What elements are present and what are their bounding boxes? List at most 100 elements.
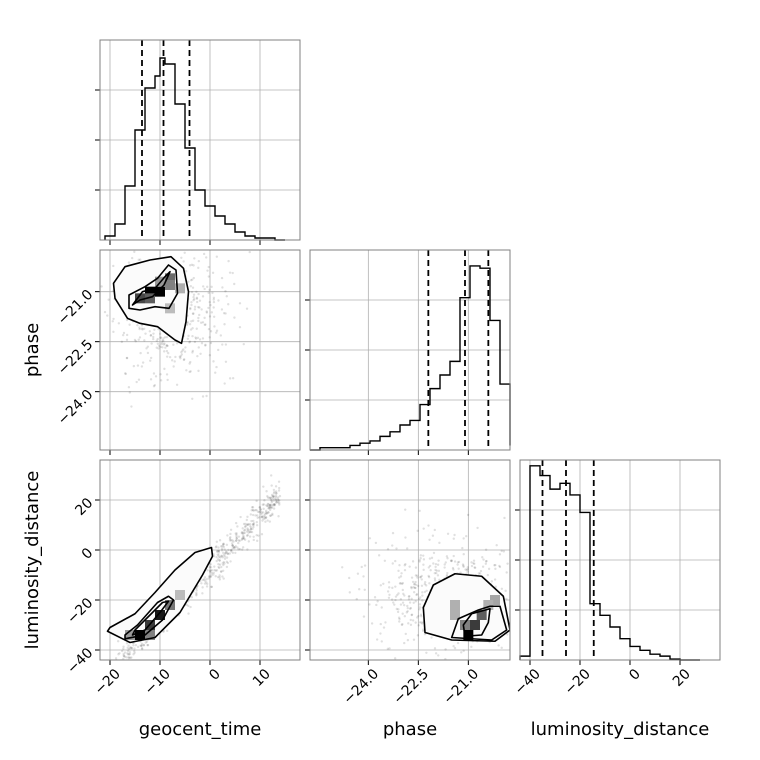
scatter-point	[264, 509, 268, 513]
scatter-point	[208, 569, 212, 573]
scatter-point	[406, 604, 409, 608]
scatter-point	[204, 343, 207, 347]
scatter-point	[400, 572, 403, 575]
scatter-point	[215, 329, 219, 332]
scatter-point	[277, 489, 281, 492]
scatter-point	[259, 508, 262, 511]
scatter-point	[450, 559, 453, 562]
scatter-point	[201, 285, 205, 288]
scatter-point	[127, 668, 129, 670]
scatter-point	[207, 265, 210, 269]
scatter-point	[122, 672, 124, 674]
scatter-point	[412, 638, 416, 641]
scatter-point	[238, 325, 242, 329]
scatter-point	[270, 506, 274, 509]
scatter-point	[162, 630, 165, 633]
scatter-point	[412, 586, 415, 589]
scatter-point	[163, 367, 166, 371]
scatter-point	[137, 378, 141, 381]
scatter-point	[485, 559, 488, 563]
scatter-point	[208, 575, 211, 578]
scatter-point	[224, 552, 227, 555]
panel-content	[100, 250, 251, 408]
scatter-point	[270, 484, 273, 487]
scatter-point	[251, 505, 255, 509]
scatter-point	[123, 651, 127, 654]
scatter-point	[193, 340, 197, 344]
scatter-point	[137, 258, 140, 262]
density-cell	[450, 610, 460, 620]
scatter-point	[397, 569, 400, 573]
scatter-point	[418, 603, 422, 606]
scatter-point	[254, 508, 257, 512]
scatter-point	[192, 264, 195, 267]
scatter-point	[470, 561, 473, 564]
scatter-point	[262, 507, 265, 511]
scatter-point	[257, 534, 260, 537]
scatter-point	[274, 494, 278, 497]
scatter-point	[179, 357, 182, 360]
scatter-point	[410, 613, 413, 617]
x-tick-label: −20	[92, 666, 124, 698]
scatter-point	[212, 315, 216, 318]
scatter-point	[218, 574, 221, 577]
scatter-point	[427, 574, 430, 578]
scatter-point	[133, 338, 137, 342]
scatter-point	[248, 522, 252, 526]
scatter-point	[210, 569, 214, 572]
scatter-point	[140, 327, 144, 330]
scatter-point	[456, 641, 460, 645]
scatter-point	[272, 488, 276, 492]
scatter-point	[494, 585, 497, 588]
scatter-point	[252, 538, 255, 542]
scatter-point	[220, 555, 223, 558]
scatter-point	[235, 536, 238, 540]
scatter-point	[495, 544, 498, 547]
scatter-point	[217, 565, 220, 569]
scatter-point	[218, 576, 221, 579]
marginal-panel-phase	[305, 249, 511, 455]
scatter-point	[152, 332, 155, 335]
scatter-point	[206, 285, 209, 289]
scatter-point	[409, 623, 413, 627]
scatter-point	[186, 322, 189, 325]
scatter-point	[216, 576, 220, 579]
scatter-point	[159, 379, 163, 382]
scatter-point	[265, 504, 268, 507]
scatter-point	[274, 485, 278, 488]
scatter-point	[498, 553, 502, 556]
scatter-point	[129, 646, 132, 649]
scatter-point	[423, 580, 427, 584]
scatter-point	[224, 360, 228, 363]
scatter-point	[209, 575, 213, 578]
scatter-point	[399, 598, 403, 601]
scatter-point	[233, 282, 236, 286]
scatter-point	[511, 595, 513, 597]
scatter-point	[401, 588, 404, 592]
scatter-point	[243, 531, 246, 535]
scatter-point	[415, 593, 419, 596]
scatter-point	[264, 516, 268, 519]
scatter-point	[226, 534, 229, 537]
scatter-point	[250, 519, 253, 523]
scatter-point	[452, 537, 455, 540]
scatter-point	[505, 597, 508, 601]
scatter-point	[164, 346, 167, 349]
scatter-point	[417, 597, 421, 601]
scatter-point	[130, 256, 134, 260]
scatter-point	[205, 578, 208, 581]
scatter-point	[189, 370, 192, 373]
scatter-point	[198, 299, 202, 302]
scatter-point	[107, 298, 110, 301]
scatter-point	[165, 344, 168, 347]
scatter-point	[208, 353, 212, 357]
scatter-point	[195, 296, 199, 300]
scatter-point	[272, 503, 276, 506]
scatter-point	[450, 559, 453, 563]
contour-line	[422, 572, 510, 643]
scatter-point	[414, 580, 417, 584]
scatter-point	[419, 557, 422, 560]
scatter-point	[271, 495, 274, 498]
scatter-point	[201, 337, 205, 340]
scatter-point	[415, 593, 418, 597]
